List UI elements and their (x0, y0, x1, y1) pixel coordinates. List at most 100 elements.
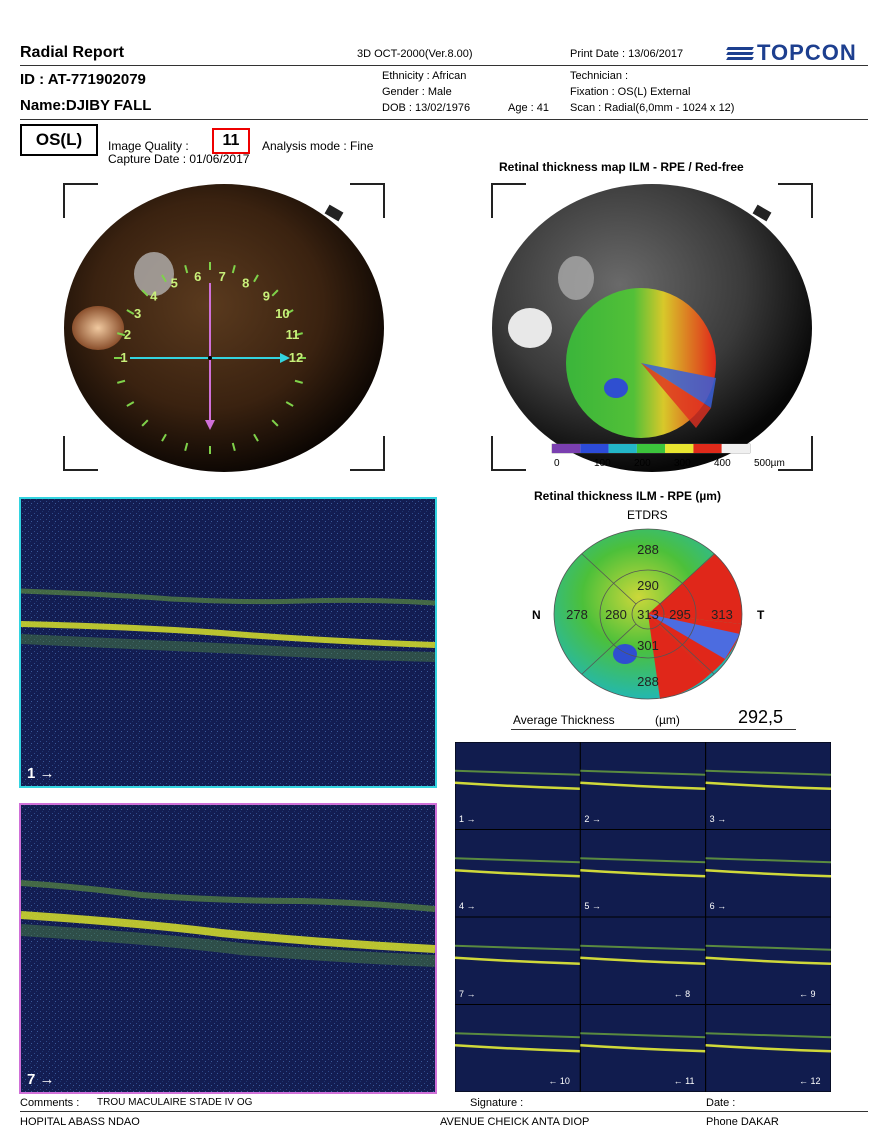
ethnicity: Ethnicity : African (382, 70, 467, 82)
scale-label: 500µm (754, 458, 785, 469)
clock-label-12: 12 (289, 350, 303, 365)
analysis-mode: Analysis mode : Fine (262, 139, 374, 153)
fixation: Fixation : OS(L) External (570, 86, 691, 98)
thickness-map-title: Retinal thickness map ILM - RPE / Red-fr… (499, 160, 744, 174)
bscan-thumbnail (705, 742, 831, 830)
bscan-thumbnail-grid: 1 → 2 → 3 → 4 → 5 → 6 → 7 → ← 8 ← 9 ← 10 ← 11 ← 12 (455, 742, 831, 1092)
bscan-line-1: 1 → (19, 497, 437, 788)
fundus-tick (141, 289, 149, 297)
scale-color-swatch (693, 444, 722, 453)
fundus-tick (253, 274, 259, 283)
image-quality-value: 11 (212, 128, 250, 154)
scale-color-swatch (721, 444, 750, 453)
fundus-tick (184, 442, 189, 451)
bscan-thumbnail (705, 829, 831, 918)
fundus-tick (141, 419, 149, 427)
fundus-tick (231, 265, 236, 274)
clock-label-1: 1 (120, 350, 127, 365)
bscan-thumbnail (705, 1004, 831, 1092)
scale-label: 200 (634, 458, 651, 469)
age: Age : 41 (508, 102, 549, 114)
fundus-tick (285, 401, 294, 407)
capture-date: Capture Date : 01/06/2017 (108, 152, 250, 166)
bscan-thumbnail-label-10: ← 10 (548, 1076, 570, 1086)
report-title: Radial Report (20, 44, 125, 61)
scale-color-swatch (580, 444, 609, 453)
scale-label: 400 (714, 458, 731, 469)
technician: Technician : (570, 70, 629, 82)
fundus-tick (271, 289, 279, 297)
clock-label-3: 3 (134, 306, 141, 321)
date-label: Date : (706, 1097, 736, 1109)
bscan-thumbnail-label-12: ← 12 (799, 1076, 821, 1086)
hospital-name: HOPITAL ABASS NDAO (20, 1116, 140, 1128)
average-thickness-unit: (µm) (655, 713, 680, 727)
eye-badge: OS(L) (20, 124, 98, 156)
comments-value: TROU MACULAIRE STADE IV OG (97, 1097, 253, 1108)
etdrs-center: 313 (637, 607, 659, 622)
thickness-map-image: 0 100 200 300 400 500µm (491, 183, 813, 472)
comments-label: Comments : (20, 1097, 80, 1109)
hospital-address: AVENUE CHEICK ANTA DIOP (440, 1116, 590, 1128)
clock-label-8: 8 (242, 276, 249, 291)
gender: Gender : Male (382, 86, 452, 98)
average-thickness-label: Average Thickness (513, 713, 615, 727)
clock-label-11: 11 (286, 327, 300, 342)
fundus-tick (294, 332, 303, 337)
bscan-7-label: 7 → (27, 1071, 55, 1088)
etdrs-inner-temporal: 295 (669, 607, 691, 622)
etdrs-inner-inferior: 301 (637, 638, 659, 653)
average-thickness-value: 292,5 (738, 707, 784, 727)
bscan-thumbnail (579, 916, 707, 1005)
etdrs-inner-superior: 290 (637, 578, 659, 593)
print-date: Print Date : 13/06/2017 (570, 48, 684, 60)
bscan-thumbnail-label-9: ← 9 (799, 988, 816, 999)
topcon-logo-icon (726, 47, 754, 61)
device-version: 3D OCT-2000(Ver.8.00) (357, 48, 473, 60)
bscan-thumbnail-label-6: 6 → (709, 901, 727, 911)
etdrs-nasal-label: N (532, 608, 541, 622)
fundus-tick (161, 433, 167, 442)
bscan-thumbnail (455, 1004, 581, 1092)
fundus-tick (253, 433, 259, 442)
bscan-thumbnail-label-1: 1 → (459, 813, 476, 824)
bscan-thumbnail-label-11: ← 11 (673, 1076, 695, 1086)
bscan-thumbnail (455, 916, 581, 1005)
bscan-1-label: 1 → (27, 765, 55, 782)
etdrs-temporal-label: T (757, 608, 765, 622)
clock-label-7: 7 (219, 269, 226, 284)
bscan-thumbnail-label-3: 3 → (709, 813, 727, 824)
fundus-tick (117, 332, 126, 337)
fundus-tick (126, 401, 135, 407)
bscan-thumbnail-label-5: 5 → (584, 901, 601, 911)
patient-name: Name:DJIBY FALL (20, 97, 152, 114)
etdrs-chart: 288 290 278 280 313 295 313 301 288 (553, 528, 743, 700)
clock-label-5: 5 (171, 276, 178, 291)
bscan-thumbnail (705, 916, 831, 1005)
etdrs-outer-superior: 288 (637, 542, 659, 557)
hospital-phone: Phone DAKAR (706, 1116, 779, 1128)
scale-color-swatch (665, 444, 694, 453)
bscan-thumbnail-label-8: ← 8 (673, 988, 691, 999)
dob: DOB : 13/02/1976 (382, 102, 471, 114)
fundus-tick (184, 265, 189, 274)
fundus-tick (126, 309, 135, 315)
brand-name: TOPCON (757, 40, 857, 65)
clock-label-2: 2 (124, 327, 131, 342)
fundus-tick (161, 274, 167, 283)
scale-color-swatch (552, 444, 581, 453)
scale-label: 300 (674, 458, 691, 469)
bscan-thumbnail-label-2: 2 → (584, 813, 601, 824)
scan-type: Scan : Radial(6,0mm - 1024 x 12) (570, 102, 735, 114)
etdrs-title: Retinal thickness ILM - RPE (µm) (534, 489, 721, 503)
bscan-thumbnail-label-7: 7 → (459, 988, 476, 999)
bscan-line-7: 7 → (19, 803, 437, 1094)
fundus-tick (271, 419, 279, 427)
bscan-thumbnail-label-4: 4 → (459, 901, 476, 911)
scale-color-swatch (608, 444, 637, 453)
fundus-tick (231, 442, 236, 451)
patient-id: ID : AT-771902079 (20, 71, 146, 88)
image-quality-label: Image Quality : (108, 139, 189, 153)
clock-label-4: 4 (150, 288, 158, 303)
